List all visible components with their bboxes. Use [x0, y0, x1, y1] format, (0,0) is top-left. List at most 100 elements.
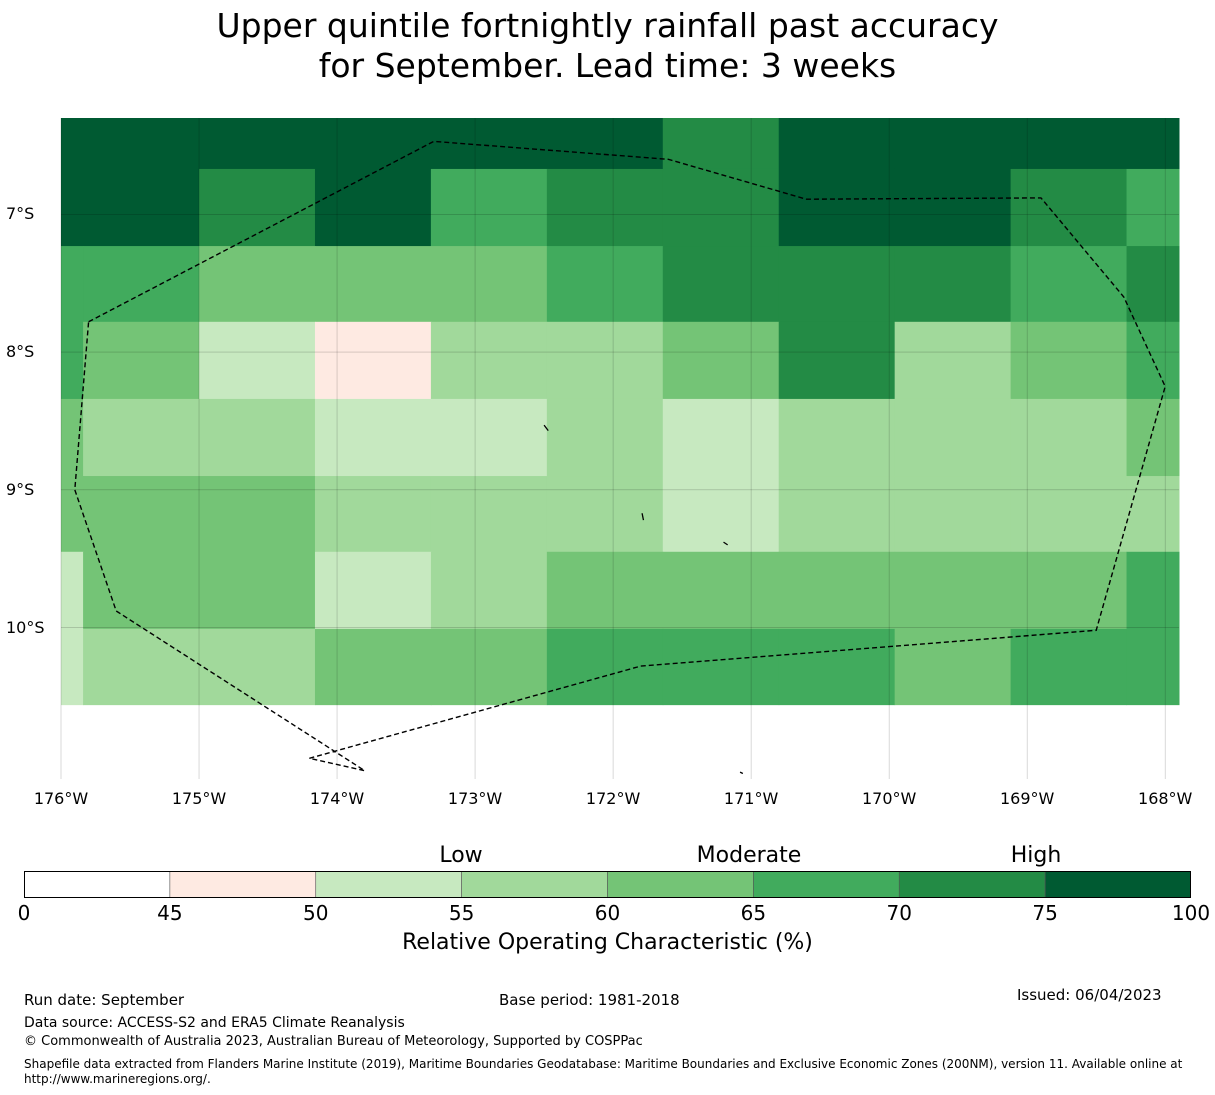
colorbar-segment: [607, 871, 754, 898]
map-cell: [1010, 551, 1128, 630]
map-cell: [83, 246, 200, 323]
map-cell: [1010, 476, 1128, 553]
map-cell: [1126, 168, 1180, 247]
map-cell: [83, 476, 200, 553]
map-cell: [546, 246, 664, 323]
map-cell: [546, 168, 664, 247]
longitude-label: 168°W: [1138, 789, 1193, 808]
map-cell: [662, 551, 780, 630]
copyright: © Commonwealth of Australia 2023, Austra…: [24, 1034, 643, 1049]
map-cell: [314, 551, 432, 630]
map-cell: [199, 398, 316, 477]
map-cell: [778, 321, 896, 400]
map-cell: [430, 321, 548, 400]
map-cell: [546, 551, 664, 630]
map-cell: [1010, 628, 1128, 706]
longitude-label: 174°W: [309, 789, 365, 808]
map-cell: [894, 551, 1012, 630]
map-cell: [1126, 628, 1180, 706]
latitude-label: 9°S: [6, 479, 35, 499]
map-cell: [314, 476, 432, 553]
map-cell: [1126, 476, 1180, 553]
latitude-label: 10°S: [6, 617, 45, 637]
map-cell: [662, 118, 780, 170]
chart-title: Upper quintile fortnightly rainfall past…: [0, 6, 1215, 86]
colorbar-tick-label: 0: [17, 901, 31, 925]
colorbar-segment: [753, 871, 900, 898]
colorbar-tick-label: 45: [157, 901, 183, 925]
map-cell: [199, 118, 316, 170]
map-cell: [61, 118, 84, 170]
colorbar-category-label: Moderate: [696, 843, 802, 868]
map-cell: [894, 168, 1012, 247]
map-cell: [1010, 118, 1128, 170]
colorbar-title: Relative Operating Characteristic (%): [402, 930, 813, 955]
map-cell: [1126, 118, 1180, 170]
colorbar: [24, 871, 1191, 898]
latitude-label: 7°S: [6, 204, 35, 224]
colorbar-segment: [461, 871, 608, 898]
colorbar-tick-label: 75: [1032, 901, 1058, 925]
colorbar-tick-label: 65: [740, 901, 767, 925]
map-cell: [894, 628, 1012, 706]
eez-boundary: [74, 140, 1166, 772]
map-cell: [1010, 168, 1128, 247]
map-cell: [199, 168, 316, 247]
map-cell: [1010, 246, 1128, 323]
map-cell: [430, 398, 548, 477]
map-cell: [83, 398, 200, 477]
colorbar-segment: [898, 871, 1046, 898]
map-cell: [61, 628, 84, 706]
map-cell: [199, 476, 316, 553]
shapefile-note: Shapefile data extracted from Flanders M…: [24, 1057, 1183, 1086]
colorbar-tick-label: 50: [303, 901, 329, 925]
map-cell: [778, 246, 896, 323]
map-cell: [1126, 551, 1180, 630]
map-cell: [199, 551, 316, 630]
map-cell: [1126, 398, 1180, 477]
chart-title-line-2: for September. Lead time: 3 weeks: [318, 46, 897, 85]
map-cell: [778, 168, 896, 247]
map-cell: [662, 321, 780, 400]
map-panel: 7°S 8°S 9°S 10°S 176°W 175°W 174°W 173°W 172°W 1…: [6, 118, 1193, 808]
map-cell: [61, 168, 84, 247]
map-cell: [61, 246, 84, 323]
map-cell: [430, 476, 548, 553]
longitude-label: 171°W: [723, 789, 779, 808]
map-cell: [61, 398, 84, 477]
colorbar-outline: [24, 871, 1191, 898]
colorbar-segment: [24, 871, 171, 898]
longitude-label: 173°W: [447, 789, 503, 808]
map-cell: [314, 398, 432, 477]
base-period: Base period: 1981-2018: [499, 991, 680, 1009]
map-cell: [1126, 246, 1180, 323]
colorbar-tick-label: 70: [886, 901, 912, 925]
map-cell: [894, 118, 1012, 170]
map-cell: [662, 476, 780, 553]
map-cell: [430, 168, 548, 247]
data-source: Data source: ACCESS-S2 and ERA5 Climate …: [24, 1015, 405, 1031]
map-cell: [894, 246, 1012, 323]
map-cell: [1010, 398, 1128, 477]
map-cell: [430, 118, 548, 170]
colorbar-category-label: High: [1010, 843, 1062, 868]
map-cell: [199, 628, 316, 706]
map-cell: [778, 118, 896, 170]
map-cell: [546, 118, 664, 170]
map-cell: [662, 246, 780, 323]
map-cell: [430, 246, 548, 323]
map-svg: [60, 118, 1180, 779]
issued-date: Issued: 06/04/2023: [1017, 986, 1162, 1004]
map-cell: [546, 321, 664, 400]
colorbar-tick-label: 100: [1171, 901, 1211, 925]
colorbar-category-label: Low: [439, 843, 483, 868]
run-date: Run date: September: [24, 991, 185, 1009]
map-cell: [430, 551, 548, 630]
map-cell: [199, 246, 316, 323]
map-cell: [662, 398, 780, 477]
longitude-label: 176°W: [33, 789, 89, 808]
map-cell: [778, 551, 896, 630]
longitude-label: 175°W: [171, 789, 227, 808]
map-cell: [662, 628, 780, 706]
map-cell: [83, 551, 200, 630]
